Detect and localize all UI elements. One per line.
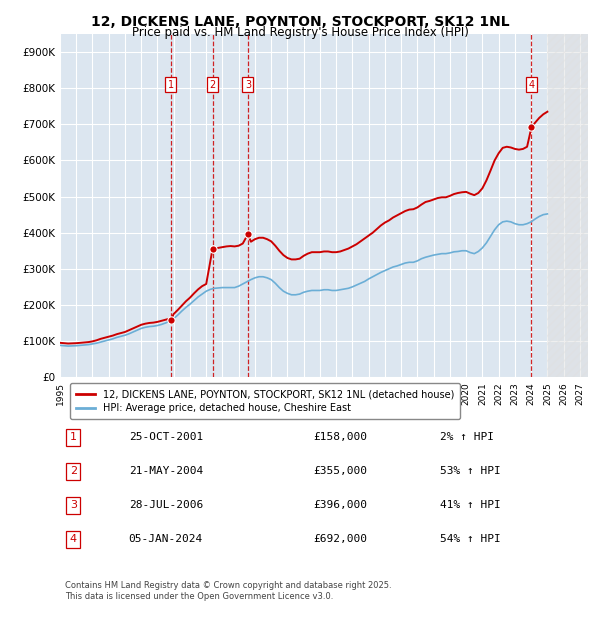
Text: 4: 4 <box>529 79 535 90</box>
Text: 28-JUL-2006: 28-JUL-2006 <box>128 500 203 510</box>
Text: Price paid vs. HM Land Registry's House Price Index (HPI): Price paid vs. HM Land Registry's House … <box>131 26 469 39</box>
Text: 1: 1 <box>70 433 77 443</box>
Point <box>527 122 536 132</box>
Text: 2% ↑ HPI: 2% ↑ HPI <box>440 433 494 443</box>
Text: £396,000: £396,000 <box>313 500 367 510</box>
Text: 41% ↑ HPI: 41% ↑ HPI <box>440 500 501 510</box>
Text: 2: 2 <box>70 466 77 476</box>
Text: Contains HM Land Registry data © Crown copyright and database right 2025.
This d: Contains HM Land Registry data © Crown c… <box>65 581 392 601</box>
Point <box>208 244 217 254</box>
Text: 21-MAY-2004: 21-MAY-2004 <box>128 466 203 476</box>
Text: £158,000: £158,000 <box>313 433 367 443</box>
Point <box>243 229 253 239</box>
Text: 12, DICKENS LANE, POYNTON, STOCKPORT, SK12 1NL: 12, DICKENS LANE, POYNTON, STOCKPORT, SK… <box>91 16 509 30</box>
Text: £355,000: £355,000 <box>313 466 367 476</box>
Text: 25-OCT-2001: 25-OCT-2001 <box>128 433 203 443</box>
Text: 05-JAN-2024: 05-JAN-2024 <box>128 534 203 544</box>
Text: 53% ↑ HPI: 53% ↑ HPI <box>440 466 501 476</box>
Text: £692,000: £692,000 <box>313 534 367 544</box>
Text: 3: 3 <box>70 500 77 510</box>
Text: 54% ↑ HPI: 54% ↑ HPI <box>440 534 501 544</box>
Legend: 12, DICKENS LANE, POYNTON, STOCKPORT, SK12 1NL (detached house), HPI: Average pr: 12, DICKENS LANE, POYNTON, STOCKPORT, SK… <box>70 383 460 419</box>
Text: 3: 3 <box>245 79 251 90</box>
Text: 1: 1 <box>168 79 174 90</box>
Text: 4: 4 <box>70 534 77 544</box>
Bar <box>547 34 588 377</box>
Text: 2: 2 <box>209 79 215 90</box>
Point <box>166 315 176 325</box>
